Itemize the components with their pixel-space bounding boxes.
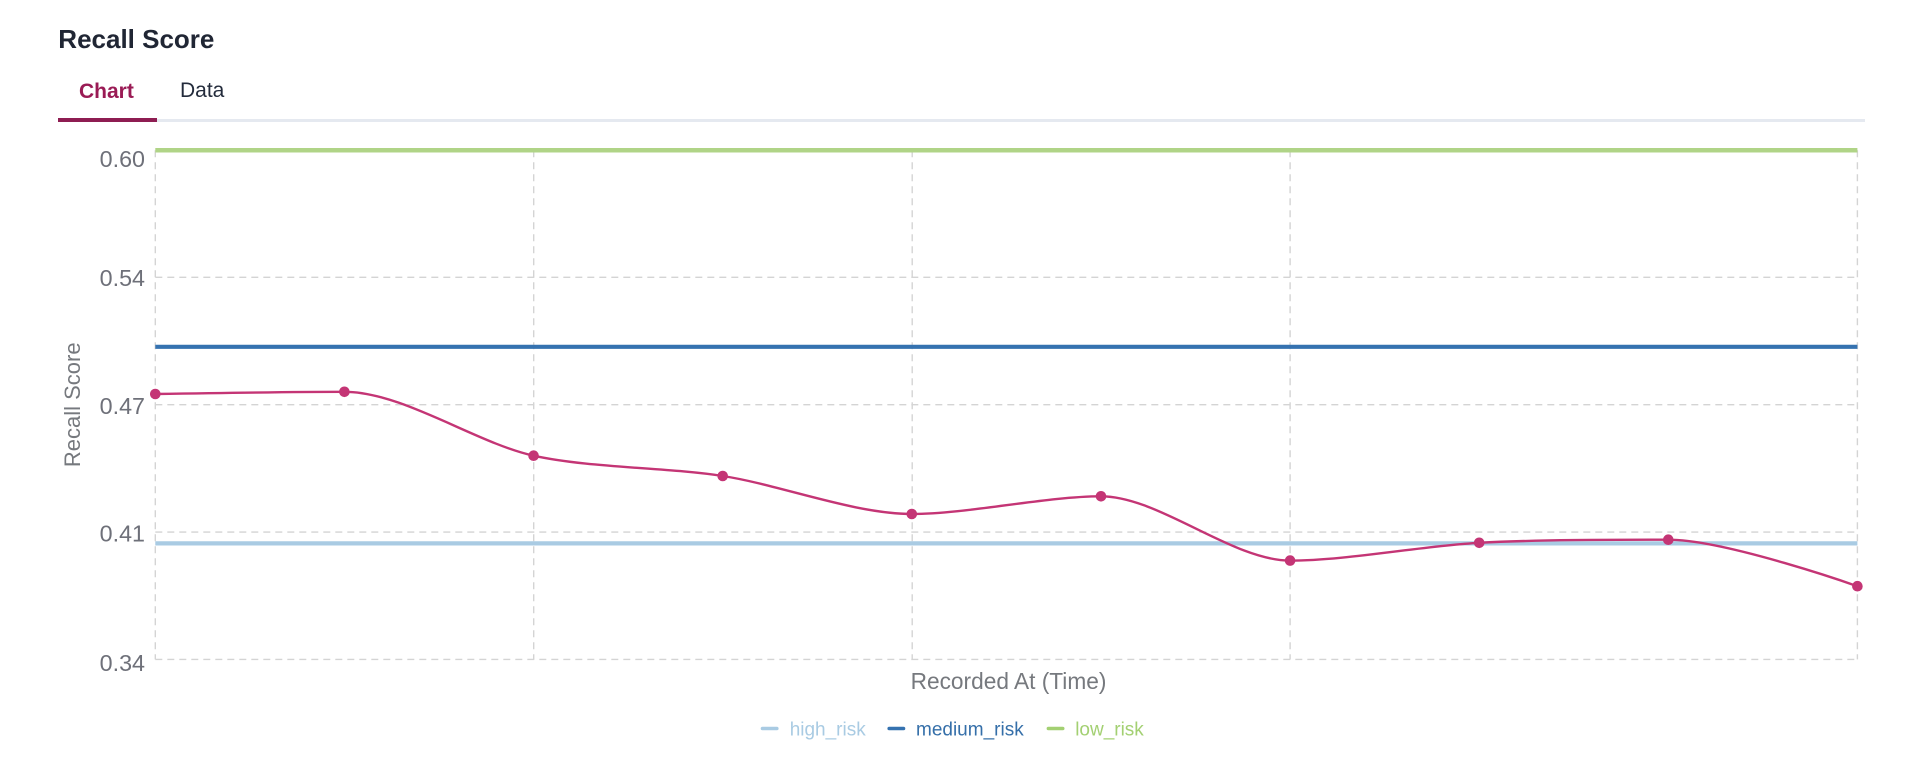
svg-text:0.41: 0.41: [100, 520, 145, 546]
svg-text:medium_risk: medium_risk: [916, 720, 1024, 741]
svg-text:low_risk: low_risk: [1075, 720, 1144, 741]
svg-text:0.54: 0.54: [100, 265, 145, 291]
svg-text:high_risk: high_risk: [790, 720, 867, 741]
svg-text:0.60: 0.60: [100, 146, 145, 172]
svg-text:0.34: 0.34: [100, 650, 145, 676]
svg-text:Recall Score: Recall Score: [60, 342, 85, 467]
svg-text:Recorded At (Time): Recorded At (Time): [911, 668, 1107, 694]
svg-text:0.47: 0.47: [100, 393, 145, 419]
